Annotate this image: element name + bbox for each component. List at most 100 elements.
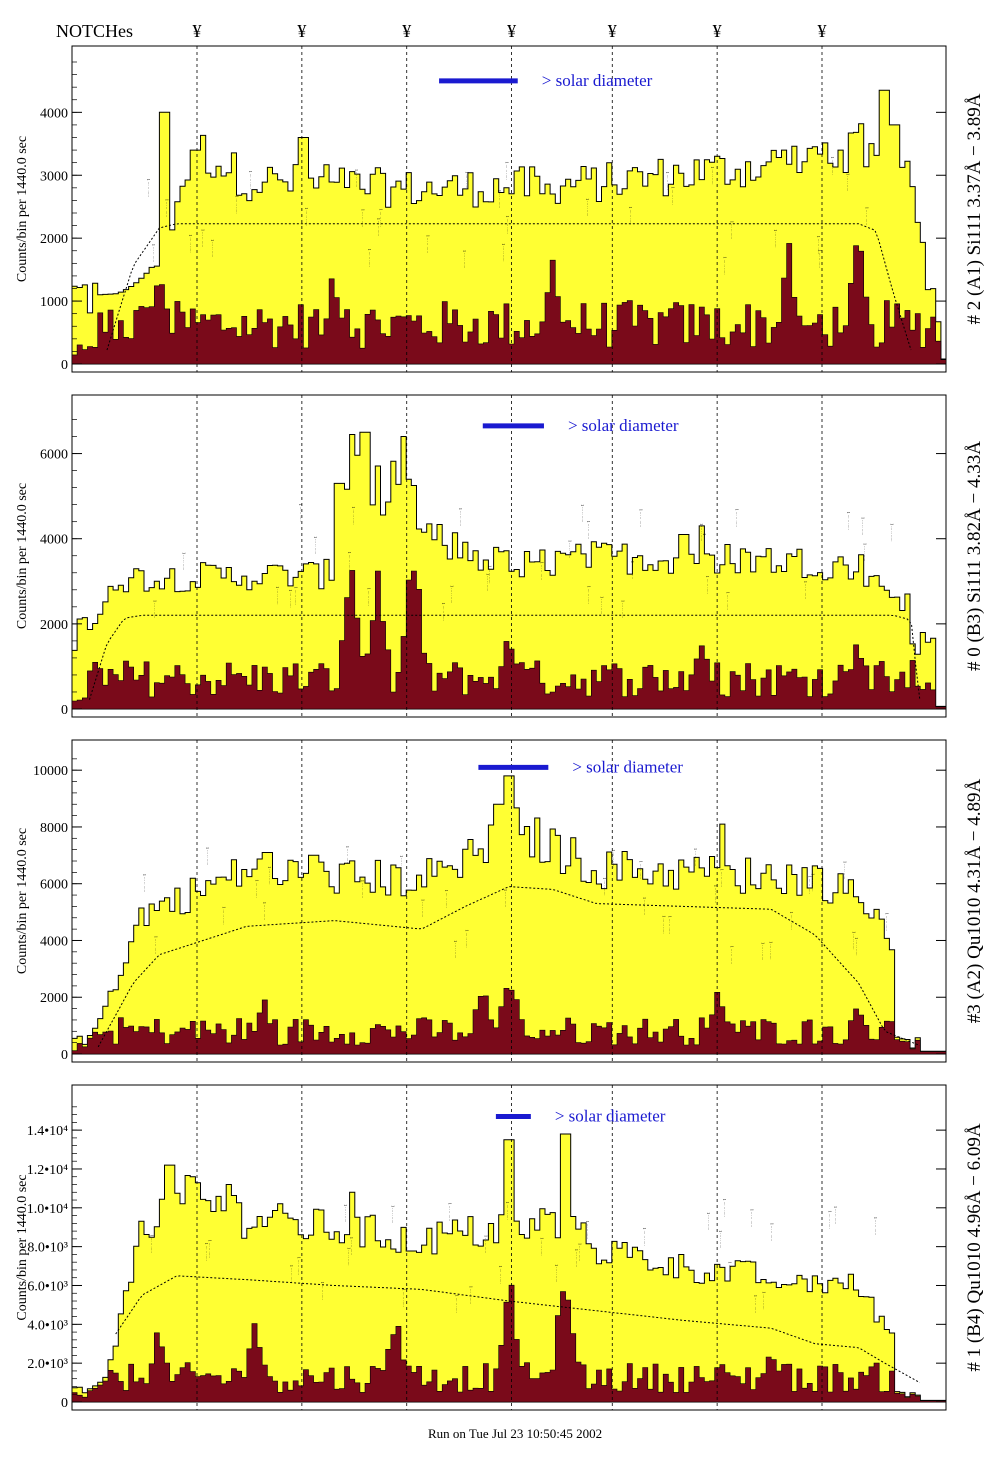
event-annotation: 1 ··· ·· ····· — [611, 849, 616, 867]
smoothed-curve — [106, 223, 912, 351]
event-annotation: 1 ··· ·· ····· — [497, 190, 502, 208]
y-tick-label: 1.2•10⁴ — [27, 1163, 68, 1178]
event-annotation: 1 ··· ·· ····· — [485, 573, 490, 591]
smoothed-curve — [97, 886, 920, 1048]
event-annotation: 1 ··· ·· ····· — [313, 536, 318, 554]
panel-1: 1 ··· ·· ····· 1 ··· ·· ····· 1 ··· ·· ···… — [15, 45, 985, 373]
event-annotation: 1 ··· ·· ····· — [349, 1237, 354, 1255]
event-annotation: 1 ··· ·· ····· — [710, 166, 715, 184]
event-annotation: 1 ··· ·· ····· — [585, 198, 590, 216]
event-annotation: 1 ··· ·· ····· — [865, 207, 870, 225]
event-annotation: 1 ··· ·· ····· — [726, 592, 731, 610]
y-tick-label: 2000 — [40, 991, 68, 1006]
event-annotation: 1 ··· ·· ····· — [293, 587, 298, 605]
histogram-subset — [71, 243, 947, 365]
event-annotation: 1 ··· ·· ····· — [390, 1205, 395, 1223]
event-annotation: 1 ··· ·· ····· — [713, 885, 718, 903]
event-annotation: 1 ··· ·· ····· — [642, 1228, 647, 1246]
event-annotation: 1 ··· ·· ····· — [845, 173, 850, 191]
event-annotation: 1 ··· ·· ····· — [498, 1265, 503, 1283]
detector-label: # 2 (A1) Si111 3.37Å − 3.89Å — [964, 93, 985, 324]
event-annotation: 1 ··· ·· ····· — [151, 244, 156, 262]
event-annotation: 1 ··· ·· ····· — [723, 256, 728, 274]
event-annotation: 1 ··· ·· ····· — [817, 250, 822, 268]
event-annotation: 1 ··· ·· ····· — [399, 855, 404, 873]
event-annotation: 1 ··· ·· ····· — [505, 216, 510, 234]
event-annotation: 1 ··· ·· ····· — [165, 199, 170, 217]
smoothed-curve — [89, 614, 921, 700]
notch-symbol: ¥ — [507, 21, 516, 41]
event-annotation: 1 ··· ·· ····· — [221, 906, 226, 924]
y-tick-label: 1.4•10⁴ — [27, 1124, 68, 1139]
y-tick-label: 8000 — [40, 821, 68, 836]
y-tick-label: 0 — [61, 1048, 68, 1063]
event-annotation: 1 ··· ·· ····· — [449, 585, 454, 603]
event-annotation: 1 ··· ·· ····· — [150, 1235, 155, 1253]
event-annotation: 1 ··· ·· ····· — [483, 1235, 488, 1253]
legend-label: > solar diameter — [568, 416, 679, 435]
event-annotation: 1 ··· ·· ····· — [577, 1243, 582, 1261]
y-tick-label: 2.0•10³ — [27, 1357, 68, 1372]
event-annotation: 1 ··· ·· ····· — [568, 540, 573, 558]
histogram-total — [71, 775, 947, 1055]
event-annotation: 1 ··· ·· ····· — [602, 877, 607, 895]
panels: 1 ··· ·· ····· 1 ··· ·· ····· 1 ··· ·· ···… — [15, 45, 985, 1411]
histogram-total — [71, 1133, 947, 1403]
detector-label: #3 (A2) Qu1010 4.31Å − 4.89Å — [964, 778, 985, 1023]
event-annotation: 1 ··· ·· ····· — [347, 1247, 352, 1265]
event-annotation: 1 ··· ·· ····· — [505, 161, 510, 179]
y-axis-label: Counts/bin per 1440.0 sec — [15, 136, 30, 282]
event-annotation: 1 ··· ·· ····· — [699, 523, 704, 541]
y-tick-label: 1.0•10⁴ — [27, 1202, 68, 1217]
plot-frame — [71, 1084, 947, 1411]
event-annotation: 1 ··· ·· ····· — [729, 221, 734, 239]
event-annotation: 1 ··· ·· ····· — [289, 1265, 294, 1283]
event-annotation: 1 ··· ·· ····· — [181, 552, 186, 570]
event-annotation: 1 ··· ·· ····· — [884, 913, 889, 931]
event-annotation: 1 ··· ·· ····· — [789, 912, 794, 930]
event-annotation: 1 ··· ·· ····· — [204, 1243, 209, 1261]
y-tick-label: 8.0•10³ — [27, 1241, 68, 1256]
notch-symbol: ¥ — [713, 21, 722, 41]
event-annotation: 1 ··· ·· ····· — [807, 876, 812, 894]
y-tick-label: 1000 — [40, 295, 68, 310]
event-annotation: 1 ··· ·· ····· — [630, 561, 635, 579]
event-annotation: 1 ··· ·· ····· — [862, 543, 867, 561]
event-annotation: 1 ··· ·· ····· — [705, 576, 710, 594]
notch-symbol: ¥ — [297, 21, 306, 41]
y-tick-label: 3000 — [40, 169, 68, 184]
event-annotation: 1 ··· ·· ····· — [347, 552, 352, 570]
event-annotation: 1 ··· ·· ····· — [304, 207, 309, 225]
event-annotation: 1 ··· ·· ····· — [810, 873, 815, 891]
panel-4: 1 ··· ·· ·····1 ··· ·· ·····1 ··· ·· ···… — [15, 1084, 985, 1411]
notch-symbol: ¥ — [818, 21, 827, 41]
y-tick-label: 2000 — [40, 618, 68, 633]
y-tick-label: 4000 — [40, 533, 68, 548]
event-annotation: 1 ··· ·· ····· — [444, 890, 449, 908]
event-annotation: 1 ··· ·· ····· — [706, 1212, 711, 1230]
event-annotation: 1 ··· ·· ····· — [621, 600, 626, 618]
y-tick-label: 2000 — [40, 232, 68, 247]
event-annotation: 1 ··· ·· ····· — [762, 1291, 767, 1309]
event-annotation: 1 ··· ·· ····· — [465, 929, 470, 947]
detector-label: # 0 (B3) Si111 3.82Å − 4.33Å — [964, 441, 985, 671]
event-annotation: 1 ··· ·· ····· — [693, 848, 698, 866]
detector-label: # 1 (B4) Qu1010 4.96Å − 6.09Å — [964, 1123, 985, 1371]
event-annotation: 1 ··· ·· ····· — [361, 209, 366, 227]
event-annotation: 1 ··· ·· ····· — [454, 1295, 459, 1313]
event-annotation: 1 ··· ·· ····· — [854, 937, 859, 955]
event-annotation: 1 ··· ·· ····· — [421, 899, 426, 917]
event-annotation: 1 ··· ·· ····· — [462, 250, 467, 268]
event-annotation: 1 ··· ·· ····· — [367, 249, 372, 267]
y-tick-label: 0 — [61, 1396, 68, 1411]
event-annotation: 1 ··· ·· ····· — [505, 1202, 510, 1220]
event-annotation: 1 ··· ·· ····· — [345, 846, 350, 864]
event-annotation: 1 ··· ·· ····· — [722, 1199, 727, 1217]
panel-3: 1 ··· ·· ·····1 ··· ·· ····· 1 ··· ·· ···… — [15, 739, 985, 1063]
event-annotation: 1 ··· ·· ····· — [600, 596, 605, 614]
event-annotation: 1 ··· ·· ····· — [248, 171, 253, 189]
event-annotation: 1 ··· ·· ····· — [586, 586, 591, 604]
event-annotation: 1 ··· ·· ····· — [720, 869, 725, 887]
event-annotation: 1 ··· ·· ····· — [487, 565, 492, 583]
